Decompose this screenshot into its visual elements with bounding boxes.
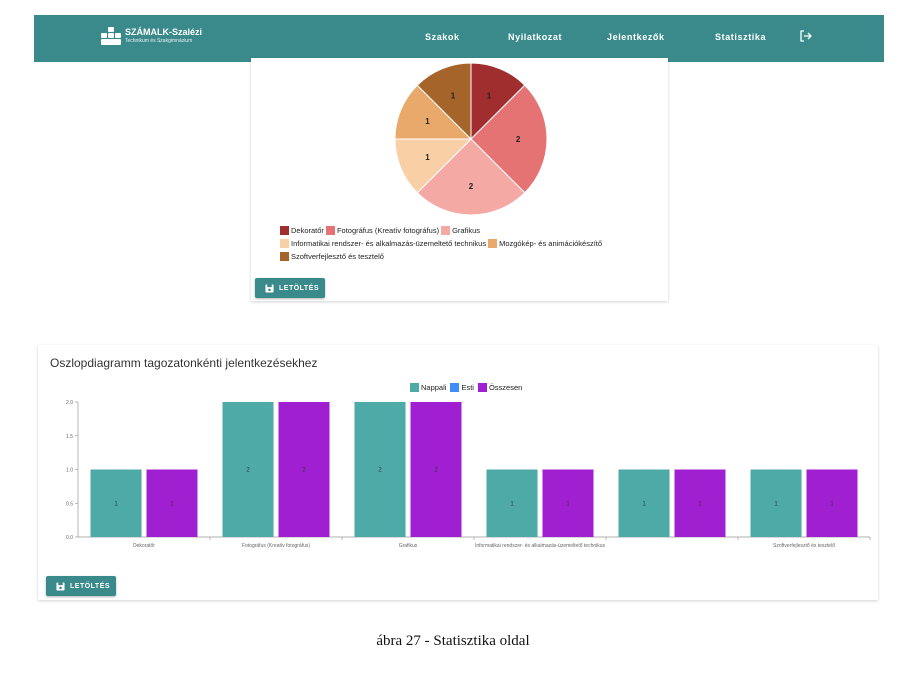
legend-item[interactable]: Összesen [477, 383, 523, 392]
x-tick-label: Fotográfus (Kreatív fotográfus) [242, 543, 310, 549]
legend-label: Esti [461, 383, 474, 392]
pie-slice[interactable] [416, 138, 526, 216]
logout-icon[interactable] [799, 29, 813, 43]
pie-slice-label: 2 [516, 135, 521, 144]
brand-name: SZÁMALK-Szalézi [125, 27, 203, 37]
x-tick-label: Dekoratőr [133, 543, 155, 549]
x-tick-label: Szoftverfejlesztő és tesztelő [773, 543, 835, 549]
bar[interactable] [146, 469, 198, 538]
bar[interactable] [618, 469, 670, 538]
legend-item[interactable]: Dekoratőr [280, 225, 324, 236]
legend-item[interactable]: Esti [450, 383, 474, 392]
bar-value-label: 2 [434, 468, 438, 474]
legend-swatch [325, 226, 335, 235]
bar-download-button[interactable]: LETÖLTÉS [46, 576, 116, 596]
bar[interactable] [806, 469, 858, 538]
legend-item[interactable]: Szoftverfejlesztő és tesztelő [280, 251, 384, 262]
pie-slice-label: 1 [425, 153, 430, 162]
bar-legend: Nappali Esti Összesen [410, 383, 526, 392]
y-tick-label: 1.5 [66, 434, 73, 440]
pie-slice[interactable] [394, 138, 473, 194]
bar-value-label: 1 [774, 501, 778, 507]
bar-chart: 0.0 0.5 1.0 1.5 2.0 Dekoratőr Fotográfus (Krea… [66, 400, 871, 549]
bar[interactable] [542, 469, 594, 538]
legend-label: Összesen [488, 383, 523, 392]
bar-value-label: 1 [698, 501, 702, 507]
pie-slice-label: 2 [469, 182, 474, 191]
bar-value-label: 1 [170, 501, 174, 507]
bar[interactable] [222, 402, 274, 537]
pie-slice-label: 1 [425, 117, 430, 126]
pie-legend: Dekoratőr Fotográfus (Kreatív fotográfus)… [280, 225, 668, 264]
legend-label: Nappali [421, 383, 447, 392]
nav-item-nyilatkozat[interactable]: Nyilatkozat [508, 32, 563, 42]
legend-label: Informatikai rendszer- és alkalmazás-üze… [291, 239, 487, 248]
bar-chart-title: Oszlopdiagramm tagozatonkénti jelentkezé… [50, 356, 318, 370]
legend-item[interactable]: Informatikai rendszer- és alkalmazás-üze… [280, 238, 486, 249]
bar-value-label: 2 [302, 468, 306, 474]
legend-item[interactable]: Grafikus [441, 225, 480, 236]
legend-swatch [410, 383, 419, 392]
bar-value-label: 2 [378, 468, 382, 474]
legend-label: Dekoratőr [291, 226, 324, 235]
pie-slice-label: 1 [451, 91, 456, 100]
bar-value-label: 2 [246, 468, 250, 474]
save-icon [56, 581, 65, 591]
nav-item-szakok[interactable]: Szakok [425, 32, 460, 42]
bar-value-label: 1 [566, 501, 570, 507]
legend-swatch [477, 383, 487, 392]
school-logo-icon [101, 27, 121, 45]
pie-slice[interactable] [416, 62, 472, 141]
bar[interactable] [750, 469, 802, 538]
bar-value-label: 1 [114, 501, 118, 507]
save-icon [265, 283, 274, 293]
bar-value-label: 1 [830, 501, 834, 507]
bar-value-label: 1 [642, 501, 646, 507]
bar[interactable] [674, 469, 726, 538]
bar[interactable] [486, 469, 538, 538]
pie-chart: 1 2 2 1 1 1 [394, 62, 548, 216]
nav-item-statisztika[interactable]: Statisztika [715, 32, 767, 42]
legend-label: Fotográfus (Kreatív fotográfus) [336, 226, 440, 235]
pie-chart-card: 1 2 2 1 1 1 Dekoratőr Fotográfus (Kreatív foto… [251, 58, 668, 301]
pie-download-label: LETÖLTÉS [279, 284, 320, 292]
x-tick-label: Informatikai rendszer- és alkalmazás-üze… [475, 543, 606, 549]
brand[interactable]: SZÁMALK-Szalézi Technikum és Szakgimnázi… [101, 27, 202, 45]
bar-download-label: LETÖLTÉS [70, 582, 111, 590]
pie-slice[interactable] [470, 62, 526, 141]
bar[interactable] [90, 469, 142, 538]
bar-chart-card: Oszlopdiagramm tagozatonkénti jelentkezé… [38, 345, 878, 600]
y-tick-label: 0.0 [66, 535, 73, 541]
legend-label: Mozgókép- és animációkészítő [499, 239, 603, 248]
pie-slice-label: 1 [487, 91, 492, 100]
pie-download-button[interactable]: LETÖLTÉS [255, 278, 325, 298]
legend-swatch [488, 239, 498, 248]
legend-swatch [441, 226, 451, 235]
legend-item[interactable]: Nappali [410, 383, 446, 392]
y-tick-label: 1.0 [66, 468, 73, 474]
pie-slice[interactable] [394, 84, 473, 140]
legend-swatch [280, 239, 289, 248]
legend-swatch [280, 252, 289, 261]
legend-label: Szoftverfejlesztő és tesztelő [291, 252, 384, 261]
legend-swatch [280, 226, 289, 235]
pie-slice[interactable] [470, 84, 548, 194]
y-tick-label: 2.0 [66, 400, 73, 406]
legend-label: Grafikus [452, 226, 481, 235]
bar-value-label: 1 [510, 501, 514, 507]
y-tick-label: 0.5 [66, 501, 73, 507]
legend-item[interactable]: Fotográfus (Kreatív fotográfus) [325, 225, 440, 236]
nav-item-jelentkezok[interactable]: Jelentkezők [607, 32, 665, 42]
top-navbar: SZÁMALK-Szalézi Technikum és Szakgimnázi… [34, 15, 884, 62]
bar[interactable] [278, 402, 330, 537]
x-tick-label: Grafikus [399, 543, 418, 549]
bar[interactable] [410, 402, 462, 537]
bar[interactable] [354, 402, 406, 537]
brand-subtitle: Technikum és Szakgimnázium [125, 38, 193, 44]
legend-item[interactable]: Mozgókép- és animációkészítő [488, 238, 602, 249]
figure-caption: ábra 27 - Statisztika oldal [376, 633, 530, 649]
legend-swatch [450, 383, 460, 392]
